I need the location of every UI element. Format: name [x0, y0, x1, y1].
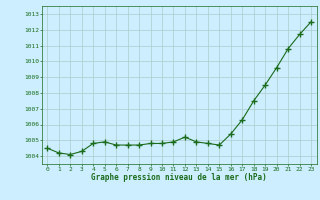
X-axis label: Graphe pression niveau de la mer (hPa): Graphe pression niveau de la mer (hPa)	[91, 173, 267, 182]
